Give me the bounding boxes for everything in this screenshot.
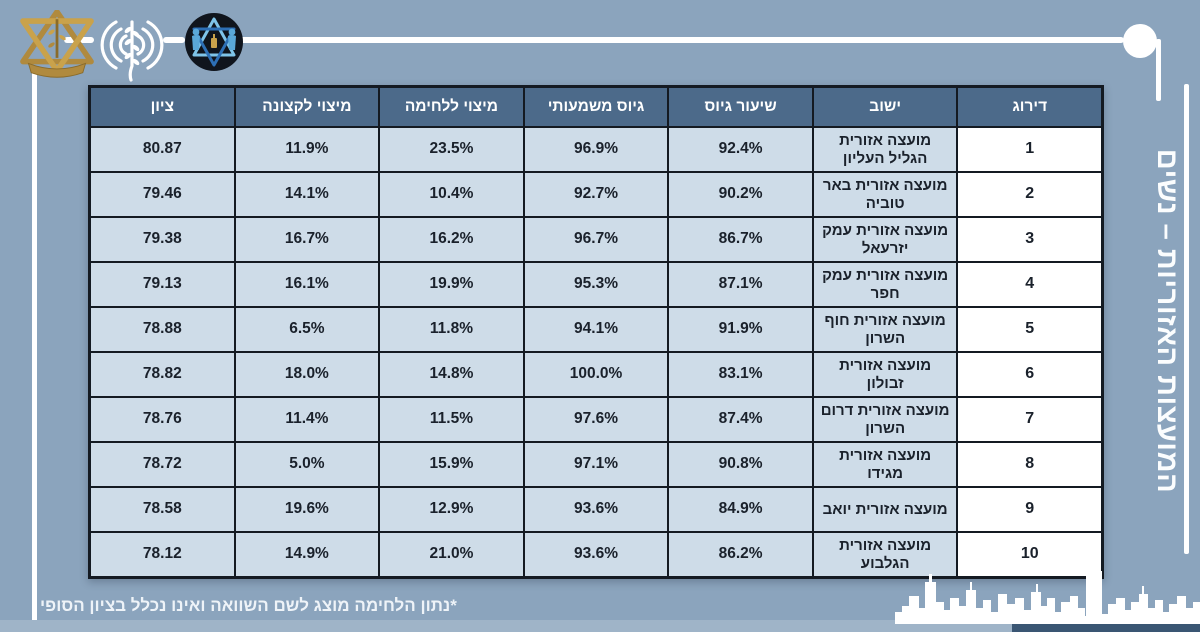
meaningful-recruit-cell: 96.7%	[523, 217, 669, 262]
yishuv-cell: מועצה אזורית יואב	[812, 487, 958, 532]
score-cell: 79.46	[90, 172, 235, 217]
recruit-rate-cell: 90.2%	[668, 172, 813, 217]
header-cell-rank: דירוג	[957, 87, 1102, 127]
meaningful-recruit-cell: 96.9%	[523, 127, 669, 172]
combat-cell: 11.5%	[379, 397, 524, 442]
top-line-segment	[163, 37, 185, 43]
rank-cell: 4	[957, 262, 1102, 307]
score-cell: 78.12	[90, 532, 235, 577]
ranking-table: דירוג ישוב שיעור גיוס גיוס משמעותי מיצוי…	[88, 85, 1104, 579]
meaningful-recruit-cell: 93.6%	[523, 532, 669, 577]
city-skyline-icon	[895, 571, 1200, 624]
combat-cell: 12.9%	[379, 487, 524, 532]
signal-corps-antenna-icon	[100, 20, 164, 82]
officers-cell: 11.9%	[234, 127, 380, 172]
combat-cell: 14.8%	[379, 352, 524, 397]
header-cell-combat: מיצוי ללחימה	[379, 87, 524, 127]
officers-cell: 14.9%	[234, 532, 380, 577]
rank-cell: 9	[957, 487, 1102, 532]
rank-cell: 3	[957, 217, 1102, 262]
recruit-rate-cell: 86.7%	[668, 217, 813, 262]
right-line-stub	[1156, 39, 1161, 101]
score-cell: 78.76	[90, 397, 235, 442]
meaningful-recruit-cell: 95.3%	[523, 262, 669, 307]
recruit-rate-cell: 87.4%	[668, 397, 813, 442]
yishuv-cell: מועצה אזורית עמק יזרעאל	[812, 217, 958, 262]
recruit-rate-cell: 87.1%	[668, 262, 813, 307]
header-cell-recruit-rate: שיעור גיוס	[668, 87, 813, 127]
combat-cell: 15.9%	[379, 442, 524, 487]
officers-cell: 6.5%	[234, 307, 380, 352]
combat-cell: 21.0%	[379, 532, 524, 577]
score-cell: 79.38	[90, 217, 235, 262]
header-cell-yishuv: ישוב	[812, 87, 958, 127]
recruit-rate-cell: 84.9%	[668, 487, 813, 532]
combat-cell: 19.9%	[379, 262, 524, 307]
yishuv-cell: מועצה אזורית הגליל העליון	[812, 127, 958, 172]
right-edge-line	[1184, 84, 1189, 554]
combat-cell: 16.2%	[379, 217, 524, 262]
bottom-navy-strip	[1012, 624, 1200, 632]
recruitment-unit-seal-icon	[185, 13, 243, 71]
recruit-rate-cell: 83.1%	[668, 352, 813, 397]
officers-cell: 16.1%	[234, 262, 380, 307]
officers-cell: 19.6%	[234, 487, 380, 532]
yishuv-cell: מועצה אזורית חוף השרון	[812, 307, 958, 352]
rank-cell: 6	[957, 352, 1102, 397]
combat-cell: 11.8%	[379, 307, 524, 352]
yishuv-cell: מועצה אזורית עמק חפר	[812, 262, 958, 307]
rank-cell: 8	[957, 442, 1102, 487]
score-cell: 78.82	[90, 352, 235, 397]
recruit-rate-cell: 86.2%	[668, 532, 813, 577]
meaningful-recruit-cell: 93.6%	[523, 487, 669, 532]
score-cell: 78.72	[90, 442, 235, 487]
yishuv-cell: מועצה אזורית באר טוביה	[812, 172, 958, 217]
yishuv-cell: מועצה אזורית מגידו	[812, 442, 958, 487]
meaningful-recruit-cell: 97.1%	[523, 442, 669, 487]
yishuv-cell: מועצה אזורית הגלבוע	[812, 532, 958, 577]
left-edge-line	[32, 68, 37, 632]
yishuv-cell: מועצה אזורית זבולון	[812, 352, 958, 397]
footnote: *נתון הלחימה מוצג לשם השוואה ואינו נכלל …	[40, 596, 457, 615]
officers-cell: 14.1%	[234, 172, 380, 217]
recruit-rate-cell: 91.9%	[668, 307, 813, 352]
rank-cell: 10	[957, 532, 1102, 577]
yishuv-cell: מועצה אזורית דרום השרון	[812, 397, 958, 442]
officers-cell: 11.4%	[234, 397, 380, 442]
top-line	[240, 37, 1124, 43]
recruit-rate-cell: 90.8%	[668, 442, 813, 487]
officers-cell: 18.0%	[234, 352, 380, 397]
header-cell-score: ציון	[90, 87, 235, 127]
score-cell: 79.13	[90, 262, 235, 307]
combat-cell: 23.5%	[379, 127, 524, 172]
rank-cell: 7	[957, 397, 1102, 442]
score-cell: 78.88	[90, 307, 235, 352]
rank-cell: 5	[957, 307, 1102, 352]
score-cell: 78.58	[90, 487, 235, 532]
score-cell: 80.87	[90, 127, 235, 172]
corner-circle	[1123, 24, 1157, 58]
rank-cell: 1	[957, 127, 1102, 172]
meaningful-recruit-cell: 92.7%	[523, 172, 669, 217]
meaningful-recruit-cell: 97.6%	[523, 397, 669, 442]
officers-cell: 5.0%	[234, 442, 380, 487]
rank-cell: 2	[957, 172, 1102, 217]
vertical-title: המועצות האזוריות – נשים	[1151, 148, 1183, 494]
recruit-rate-cell: 92.4%	[668, 127, 813, 172]
meaningful-recruit-cell: 100.0%	[523, 352, 669, 397]
combat-cell: 10.4%	[379, 172, 524, 217]
header-cell-officers: מיצוי לקצונה	[234, 87, 380, 127]
officers-cell: 16.7%	[234, 217, 380, 262]
meaningful-recruit-cell: 94.1%	[523, 307, 669, 352]
idf-emblem-icon	[20, 10, 94, 78]
header-cell-meaningful-recruit: גיוס משמעותי	[523, 87, 669, 127]
